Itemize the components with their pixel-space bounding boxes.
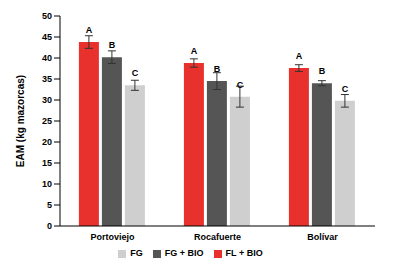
svg-text:50: 50 — [42, 11, 52, 21]
html-text:FL + BIO: FL + BIO — [225, 248, 263, 258]
svg-text:5: 5 — [47, 200, 52, 210]
svg-text:A: A — [191, 46, 198, 56]
svg-text:35: 35 — [42, 74, 52, 84]
html-text:FG: FG — [130, 248, 143, 258]
svg-text:C: C — [237, 80, 244, 90]
svg-text:15: 15 — [42, 158, 52, 168]
svg-text:0: 0 — [47, 221, 52, 231]
html-text:FG + BIO: FG + BIO — [164, 248, 204, 258]
svg-text:B: B — [214, 64, 221, 74]
svg-text:Bolívar: Bolívar — [307, 232, 338, 242]
svg-text:20: 20 — [42, 137, 52, 147]
svg-text:A: A — [296, 51, 303, 61]
svg-text:40: 40 — [42, 53, 52, 63]
svg-text:Rocafuerte: Rocafuerte — [194, 232, 241, 242]
svg-text:B: B — [319, 66, 326, 76]
svg-text:45: 45 — [42, 32, 52, 42]
svg-text:10: 10 — [42, 179, 52, 189]
svg-text:EAM (kg mazorcas): EAM (kg mazorcas) — [15, 75, 26, 167]
svg-text:25: 25 — [42, 116, 52, 126]
svg-text:Portoviejo: Portoviejo — [90, 232, 135, 242]
svg-text:B: B — [109, 40, 116, 50]
svg-text:30: 30 — [42, 95, 52, 105]
svg-text:C: C — [342, 84, 349, 94]
svg-text:A: A — [86, 25, 93, 35]
svg-text:C: C — [132, 68, 139, 78]
